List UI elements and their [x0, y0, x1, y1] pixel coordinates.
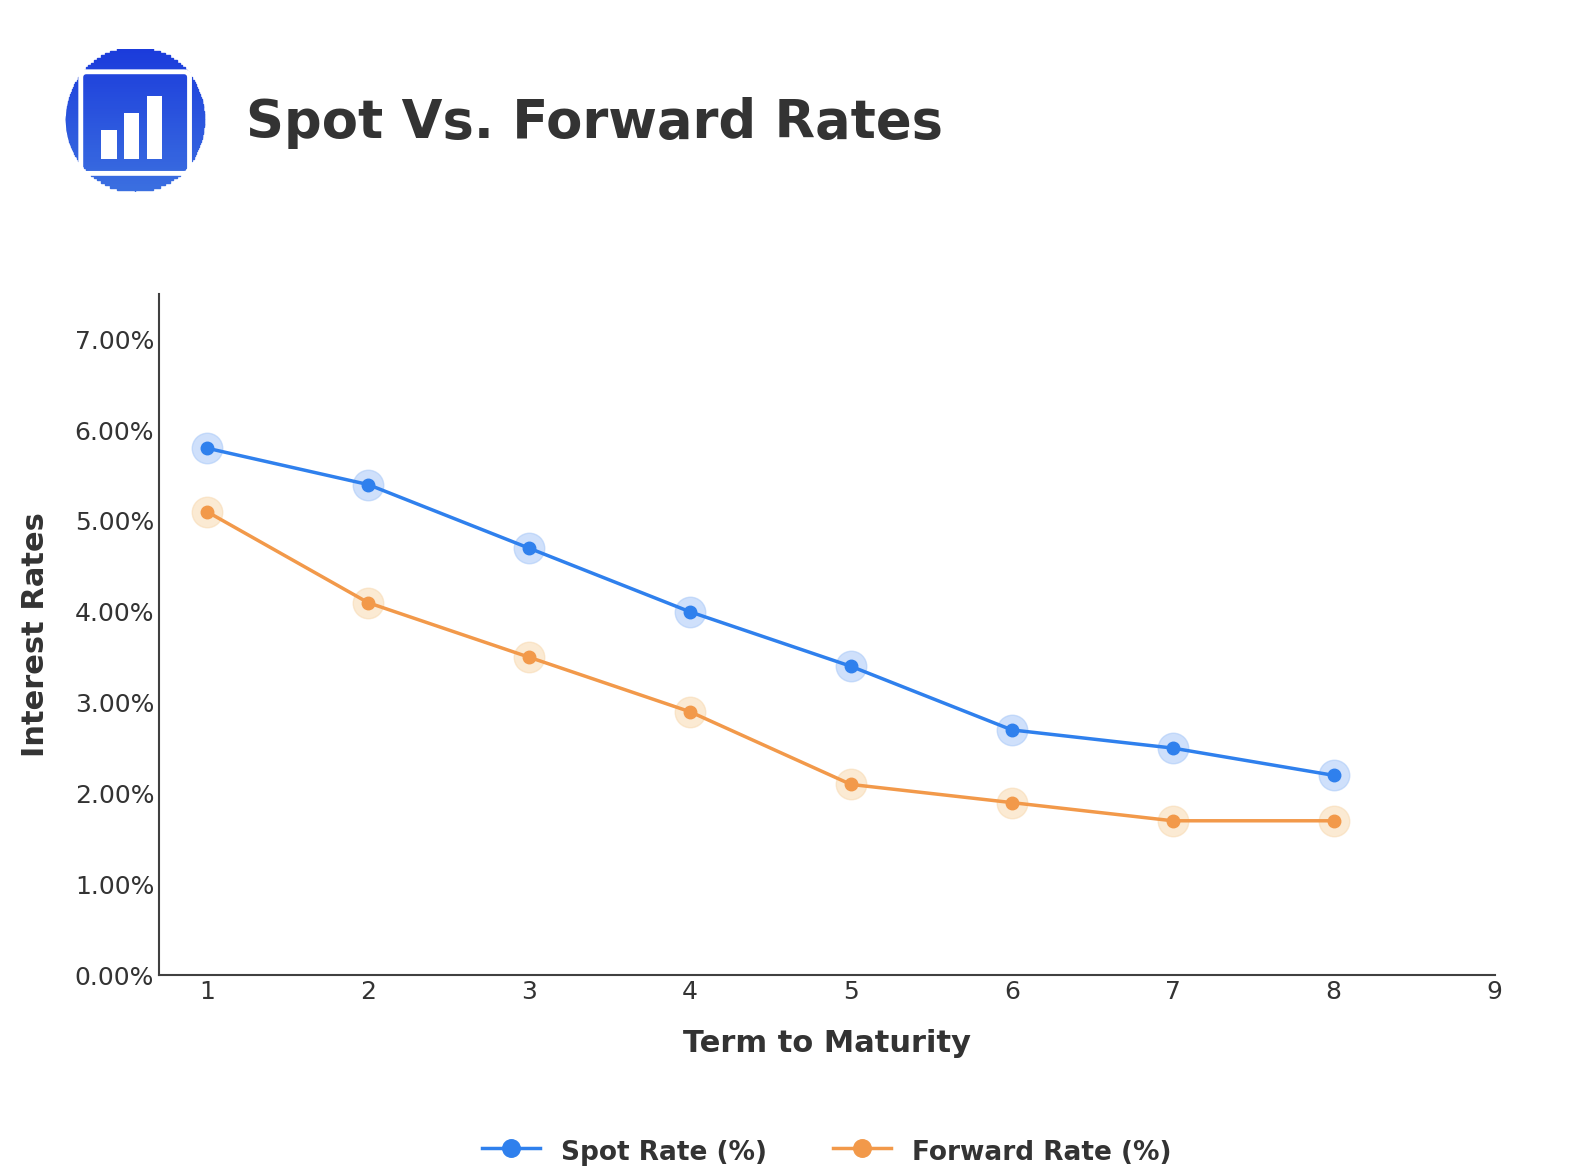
Bar	[118, 187, 153, 190]
Bar	[97, 58, 173, 61]
Bar	[70, 96, 200, 100]
Y-axis label: Interest Rates: Interest Rates	[21, 512, 49, 757]
Bar	[75, 82, 196, 86]
Bar	[70, 140, 200, 145]
Bar	[94, 174, 176, 179]
Spot Rate (%)	[1324, 768, 1344, 783]
Bar	[97, 176, 173, 181]
Bar	[86, 67, 184, 72]
Bar	[75, 153, 196, 156]
Bar	[67, 126, 204, 129]
Bar	[80, 160, 191, 163]
Bar	[68, 130, 202, 134]
Bar	[72, 142, 199, 147]
Bar	[110, 184, 161, 188]
Bar	[72, 89, 199, 93]
Bar	[67, 106, 204, 110]
Spot Rate (%)	[520, 542, 539, 556]
Bar	[68, 103, 202, 108]
Bar	[70, 137, 200, 142]
Bar	[72, 92, 199, 95]
Bar	[67, 123, 204, 127]
Spot Rate (%)	[1164, 741, 1183, 756]
Bar	[94, 60, 176, 63]
Spot Rate (%)	[359, 477, 378, 491]
Line: Forward Rate (%): Forward Rate (%)	[200, 505, 1340, 827]
Bar	[81, 162, 189, 166]
Forward Rate (%)	[681, 705, 700, 719]
Forward Rate (%)	[1002, 795, 1021, 810]
Bar	[75, 85, 196, 88]
Bar	[75, 150, 196, 154]
Forward Rate (%)	[520, 650, 539, 664]
Bar	[67, 116, 204, 120]
Bar	[100, 179, 170, 183]
Bar	[84, 165, 186, 168]
FancyBboxPatch shape	[124, 113, 140, 159]
Bar	[67, 109, 204, 113]
Bar	[68, 135, 202, 139]
Bar	[91, 62, 180, 67]
Bar	[87, 169, 183, 173]
Bar	[87, 65, 183, 69]
Bar	[67, 128, 204, 132]
Bar	[81, 73, 189, 76]
Spot Rate (%)	[681, 605, 700, 619]
Forward Rate (%)	[359, 596, 378, 610]
Spot Rate (%)	[1002, 723, 1021, 737]
Bar	[72, 145, 199, 149]
Bar	[86, 167, 184, 170]
Bar	[67, 121, 204, 125]
Bar	[68, 99, 202, 103]
Bar	[105, 181, 165, 186]
Bar	[67, 112, 204, 115]
Forward Rate (%)	[1324, 814, 1344, 828]
Spot Rate (%)	[841, 659, 860, 673]
X-axis label: Term to Maturity: Term to Maturity	[682, 1029, 971, 1059]
Forward Rate (%)	[1164, 814, 1183, 828]
Bar	[76, 80, 194, 83]
Bar	[73, 148, 197, 152]
Line: Spot Rate (%): Spot Rate (%)	[200, 442, 1340, 781]
Circle shape	[67, 52, 204, 189]
Bar	[68, 101, 202, 106]
Bar	[70, 94, 200, 98]
Text: Spot Vs. Forward Rates: Spot Vs. Forward Rates	[246, 98, 943, 149]
Bar	[78, 157, 192, 161]
Forward Rate (%)	[841, 778, 860, 792]
FancyBboxPatch shape	[146, 96, 162, 159]
Bar	[105, 53, 165, 56]
Bar	[67, 119, 204, 122]
Bar	[73, 87, 197, 90]
Bar	[78, 78, 192, 81]
Bar	[68, 133, 202, 136]
Legend: Spot Rate (%), Forward Rate (%): Spot Rate (%), Forward Rate (%)	[471, 1124, 1183, 1175]
Bar	[118, 48, 153, 52]
Bar	[110, 51, 161, 54]
FancyBboxPatch shape	[100, 130, 116, 159]
Bar	[84, 70, 186, 74]
Spot Rate (%)	[197, 441, 216, 455]
Bar	[91, 172, 180, 175]
Bar	[67, 114, 204, 118]
Bar	[100, 55, 170, 59]
Bar	[76, 155, 194, 159]
Bar	[80, 75, 191, 79]
Forward Rate (%)	[197, 505, 216, 519]
